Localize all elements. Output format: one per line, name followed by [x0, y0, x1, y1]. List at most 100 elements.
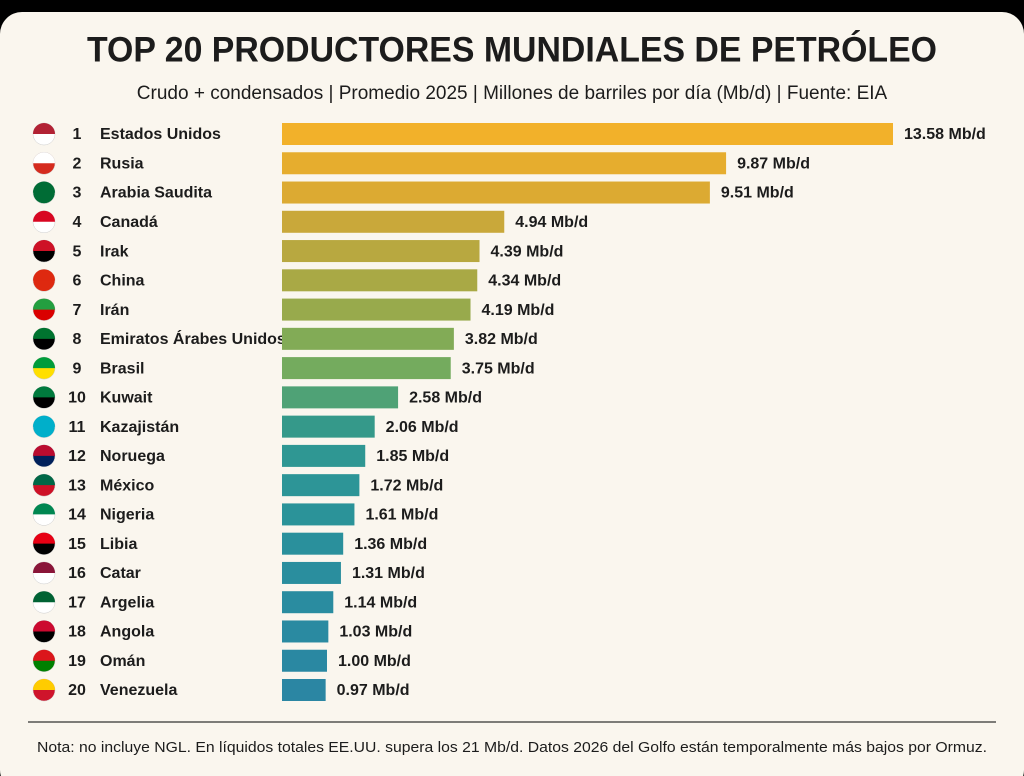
bar [282, 503, 355, 526]
rank: 18 [68, 624, 86, 641]
bar [282, 561, 341, 584]
flag [33, 269, 55, 281]
card [0, 12, 1024, 776]
value-label: 3.82 Mb/d [465, 331, 538, 348]
flag [33, 415, 55, 427]
flag [33, 532, 55, 544]
bar [282, 357, 451, 380]
chart-subtitle: Crudo + condensados | Promedio 2025 | Mi… [137, 83, 888, 104]
category-label: Irak [100, 243, 129, 260]
rank: 12 [68, 448, 86, 465]
value-label: 1.00 Mb/d [338, 653, 411, 670]
flag [33, 152, 55, 164]
value-label: 1.85 Mb/d [376, 448, 449, 465]
rank: 8 [73, 331, 82, 348]
flag [33, 327, 55, 339]
category-label: Noruega [100, 448, 165, 465]
category-label: Omán [100, 653, 145, 670]
rank: 11 [69, 419, 86, 436]
flag [33, 649, 55, 661]
bar [282, 327, 454, 350]
category-label: Libia [100, 536, 137, 553]
category-label: Canadá [100, 214, 158, 231]
rank: 6 [73, 273, 82, 290]
flag [33, 620, 55, 632]
flag [33, 444, 55, 456]
value-label: 4.19 Mb/d [482, 302, 555, 319]
category-label: Kazajistán [100, 419, 179, 436]
rank: 19 [68, 653, 86, 670]
category-label: Kuwait [100, 390, 153, 407]
bar [282, 649, 327, 672]
value-label: 9.51 Mb/d [721, 185, 794, 202]
rank: 4 [73, 214, 82, 231]
note: Nota: no incluye NGL. En líquidos totale… [37, 739, 987, 756]
value-label: 13.58 Mb/d [904, 126, 986, 143]
bar [282, 591, 334, 614]
value-label: 1.61 Mb/d [365, 507, 438, 524]
value-label: 1.31 Mb/d [352, 565, 425, 582]
value-label: 0.97 Mb/d [337, 682, 410, 699]
bar [282, 240, 480, 263]
bar [282, 210, 505, 233]
category-label: Rusia [100, 155, 144, 172]
value-label: 3.75 Mb/d [462, 360, 535, 377]
flag [33, 210, 55, 222]
rank: 5 [73, 243, 82, 260]
category-label: Catar [100, 565, 141, 582]
flag [33, 181, 55, 193]
category-label: Venezuela [100, 682, 177, 699]
rank: 9 [73, 360, 82, 377]
bar [282, 181, 710, 204]
category-label: Estados Unidos [100, 126, 221, 143]
flag [33, 386, 55, 398]
value-label: 4.39 Mb/d [491, 243, 564, 260]
value-label: 9.87 Mb/d [737, 155, 810, 172]
value-label: 1.72 Mb/d [370, 477, 443, 494]
value-label: 4.94 Mb/d [515, 214, 588, 231]
flag [33, 298, 55, 310]
rank: 17 [68, 594, 86, 611]
bar [282, 152, 727, 175]
flag [33, 240, 55, 252]
rank: 20 [68, 682, 86, 699]
category-label: China [100, 273, 145, 290]
bar [282, 415, 375, 438]
rank: 7 [73, 302, 82, 319]
value-label: 1.36 Mb/d [354, 536, 427, 553]
value-label: 4.34 Mb/d [488, 273, 561, 290]
bar [282, 386, 399, 409]
rank: 16 [68, 565, 86, 582]
rank: 1 [73, 126, 82, 143]
value-label: 2.58 Mb/d [409, 390, 482, 407]
category-label: Nigeria [100, 507, 154, 524]
bar [282, 679, 326, 701]
chart-title: TOP 20 PRODUCTORES MUNDIALES DE PETRÓLEO [87, 29, 937, 69]
flag [33, 591, 55, 603]
bar [282, 123, 893, 145]
flag [33, 561, 55, 573]
category-label: Angola [100, 624, 154, 641]
rank: 15 [68, 536, 86, 553]
flag [33, 503, 55, 515]
value-label: 1.14 Mb/d [344, 594, 417, 611]
category-label: Brasil [100, 360, 144, 377]
flag [33, 123, 55, 134]
rank: 14 [68, 507, 86, 524]
value-label: 2.06 Mb/d [386, 419, 459, 436]
bar [282, 269, 478, 292]
rank: 2 [73, 155, 82, 172]
flag [33, 679, 55, 690]
flag [33, 474, 55, 486]
bar [282, 532, 344, 555]
bar [282, 298, 471, 321]
bar [282, 474, 360, 497]
rank: 13 [68, 477, 86, 494]
category-label: Irán [100, 302, 129, 319]
category-label: Emiratos Árabes Unidos [100, 329, 286, 348]
category-label: Argelia [100, 594, 154, 611]
category-label: México [100, 477, 154, 494]
category-label: Arabia Saudita [100, 185, 212, 202]
bar [282, 620, 329, 643]
